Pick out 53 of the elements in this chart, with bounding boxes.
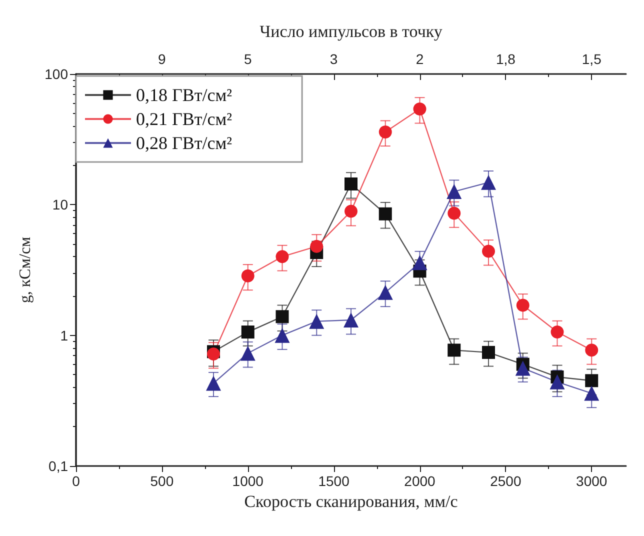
point — [448, 344, 461, 357]
point — [515, 360, 530, 376]
point — [448, 206, 461, 220]
point — [344, 177, 358, 190]
legend-label: 0,28 ГВт/см² — [136, 133, 232, 153]
point — [241, 269, 254, 282]
point — [276, 250, 289, 264]
point — [446, 184, 462, 200]
x-tick-label: 2500 — [490, 473, 522, 489]
point — [206, 376, 221, 391]
y-tick-label: 1 — [60, 327, 68, 344]
point — [413, 102, 426, 116]
point — [412, 255, 428, 270]
y-tick-label: 0,1 — [48, 458, 68, 474]
y-axis-title: g, кСм/см — [17, 236, 34, 304]
point — [276, 310, 289, 324]
x-tick-label: 500 — [150, 473, 174, 489]
text: 2 — [416, 51, 424, 67]
point — [516, 298, 530, 312]
point — [309, 314, 324, 329]
point — [378, 125, 392, 138]
y-tick-label: 100 — [44, 66, 68, 82]
y-tick-label: 10 — [52, 196, 68, 213]
point — [482, 244, 495, 258]
point — [482, 346, 495, 359]
point — [274, 328, 290, 343]
point — [344, 312, 358, 328]
point — [550, 374, 565, 390]
x-tick-label: 1500 — [318, 473, 350, 489]
text: 3 — [330, 51, 338, 67]
point — [241, 326, 254, 339]
point — [585, 344, 598, 357]
point — [378, 207, 392, 220]
point — [240, 346, 256, 361]
point — [550, 326, 564, 339]
legend-label: 0,18 ГВт/см² — [136, 85, 232, 105]
x-tick-label: 0 — [72, 473, 80, 489]
text: 1,8 — [496, 51, 516, 67]
text: 9 — [158, 51, 166, 67]
x-tick-label: 2000 — [404, 473, 436, 489]
x-tick-label: 1000 — [232, 473, 264, 489]
point — [585, 374, 598, 388]
point — [344, 204, 358, 218]
point — [310, 240, 324, 253]
point — [481, 174, 496, 190]
point — [378, 284, 393, 300]
legend-label: 0,21 ГВт/см² — [136, 109, 232, 129]
x2-axis-title: Число импульсов в точку — [260, 22, 443, 41]
text: 1,5 — [582, 51, 602, 67]
x-axis-title: Скорость сканирования, мм/с — [244, 492, 458, 511]
x-tick-label: 3000 — [576, 473, 608, 489]
point — [584, 386, 600, 401]
text: 5 — [244, 51, 252, 67]
